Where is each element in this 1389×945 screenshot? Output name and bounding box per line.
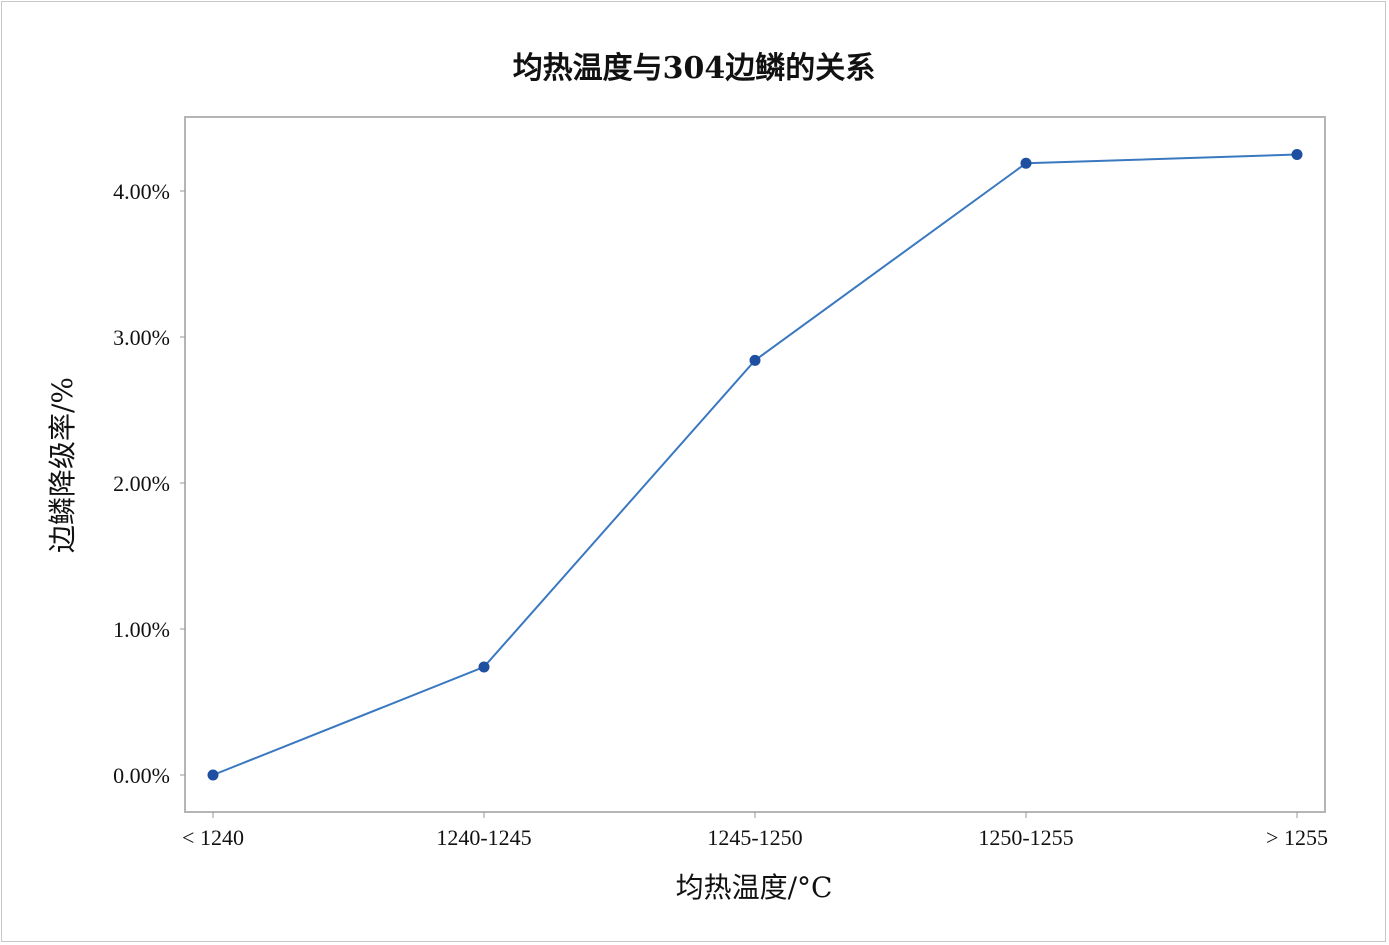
data-point — [1291, 149, 1303, 160]
plot-area — [184, 116, 1326, 813]
x-tick-label: 1245-1250 — [707, 825, 802, 850]
series-line — [212, 153, 1298, 776]
y-tick-label: 4.00% — [113, 179, 170, 204]
y-axis-label: 边鳞降级率/% — [46, 377, 79, 553]
chart-title: 均热温度与304边鳞的关系 — [513, 51, 876, 86]
y-tick-label: 1.00% — [113, 617, 170, 642]
x-tick-label: > 1255 — [1266, 825, 1328, 850]
data-point — [749, 354, 761, 366]
data-point — [1020, 157, 1032, 169]
x-axis-label: 均热温度/°C — [676, 871, 833, 904]
x-tick-label: < 1240 — [182, 825, 244, 850]
x-tick-label: 1240-1245 — [436, 825, 531, 850]
x-tick-label: 1250-1255 — [978, 825, 1073, 850]
y-tick-label: 0.00% — [113, 763, 170, 788]
data-point — [478, 661, 490, 673]
data-point — [207, 769, 219, 781]
y-tick-label: 2.00% — [113, 471, 170, 496]
y-tick-label: 3.00% — [113, 325, 170, 350]
